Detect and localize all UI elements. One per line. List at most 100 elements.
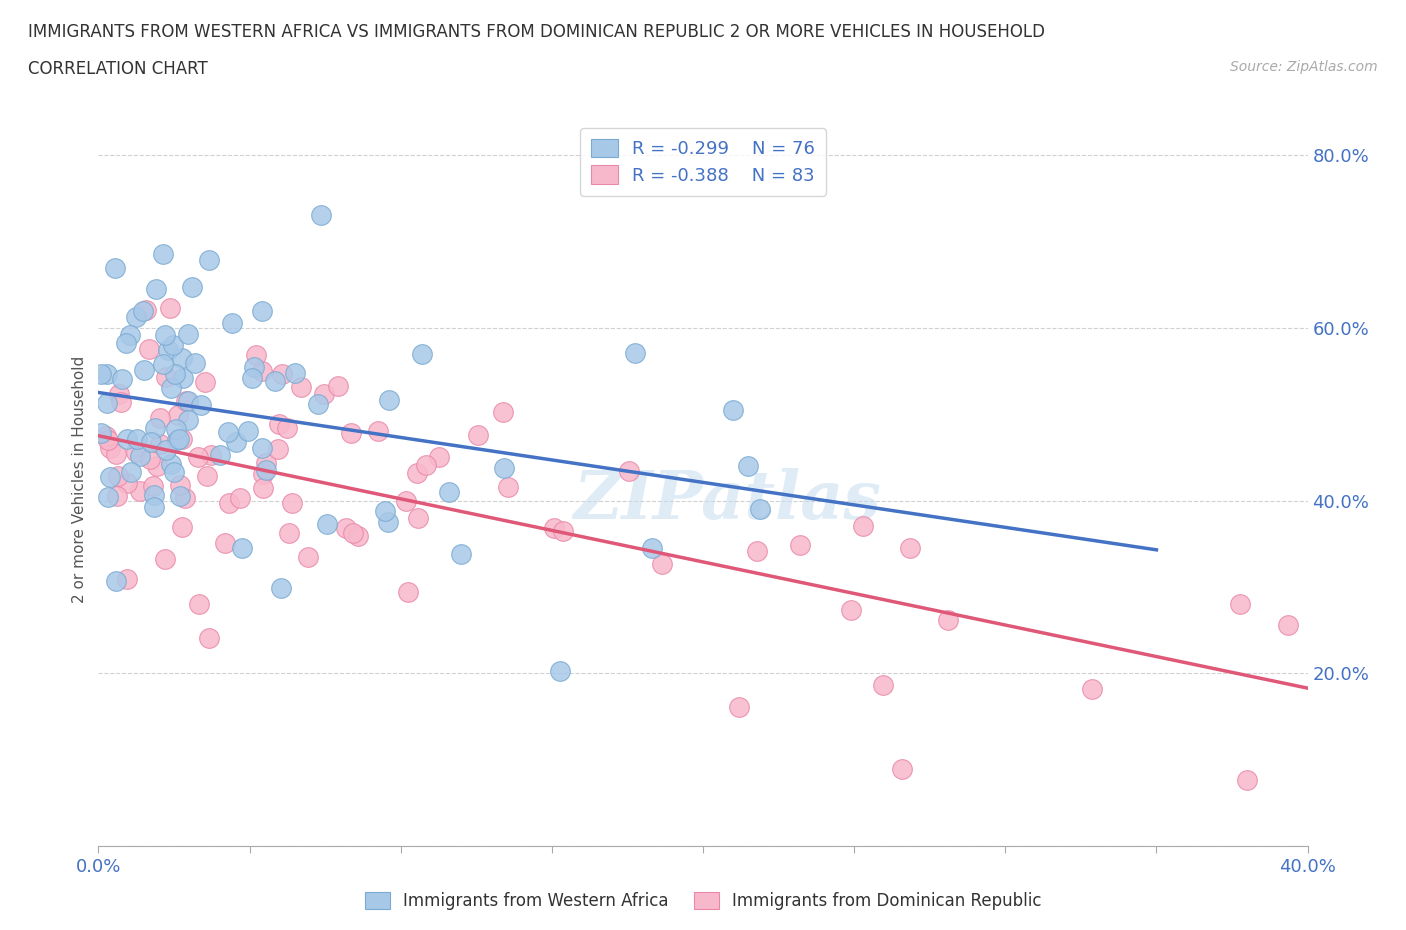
Point <box>143 499 166 514</box>
Point <box>217 425 239 440</box>
Point <box>104 446 127 461</box>
Point <box>94 429 117 444</box>
Point <box>548 663 571 678</box>
Point <box>543 520 565 535</box>
Point <box>789 538 811 552</box>
Point <box>872 678 894 693</box>
Point <box>415 458 437 472</box>
Point <box>198 252 221 267</box>
Point <box>496 480 519 495</box>
Point <box>728 699 751 714</box>
Point <box>117 432 139 447</box>
Text: ZIPatlas: ZIPatlas <box>574 469 882 534</box>
Point <box>153 327 176 342</box>
Point <box>250 364 273 379</box>
Point <box>347 528 370 543</box>
Point <box>97 489 120 504</box>
Point <box>250 440 273 455</box>
Point <box>326 379 349 393</box>
Point <box>309 207 332 222</box>
Point <box>139 434 162 449</box>
Point <box>125 310 148 325</box>
Point <box>617 463 640 478</box>
Point <box>170 432 193 446</box>
Point <box>97 432 120 447</box>
Point <box>264 374 287 389</box>
Point <box>104 574 127 589</box>
Point <box>172 351 194 365</box>
Point <box>187 450 209 465</box>
Point <box>411 347 433 362</box>
Point <box>290 379 312 394</box>
Point <box>225 434 247 449</box>
Point <box>111 372 134 387</box>
Point <box>492 405 515 419</box>
Point <box>187 597 209 612</box>
Point <box>335 521 357 536</box>
Point <box>146 458 169 473</box>
Point <box>284 365 307 380</box>
Point <box>107 469 129 484</box>
Point <box>315 516 337 531</box>
Point <box>128 448 150 463</box>
Point <box>174 393 197 408</box>
Point <box>450 547 472 562</box>
Point <box>167 432 190 446</box>
Y-axis label: 2 or more Vehicles in Household: 2 or more Vehicles in Household <box>72 355 87 603</box>
Point <box>155 369 177 384</box>
Point <box>492 461 515 476</box>
Point <box>200 447 222 462</box>
Point <box>277 525 299 540</box>
Point <box>271 366 294 381</box>
Point <box>900 540 922 555</box>
Point <box>214 536 236 551</box>
Point <box>120 328 142 343</box>
Point <box>623 346 645 361</box>
Point <box>839 603 862 618</box>
Point <box>173 491 195 506</box>
Point <box>254 462 277 477</box>
Point <box>190 397 212 412</box>
Point <box>270 581 292 596</box>
Point <box>651 556 673 571</box>
Point <box>1236 772 1258 787</box>
Point <box>340 425 363 440</box>
Point <box>1277 618 1299 632</box>
Point <box>243 359 266 374</box>
Point <box>165 421 187 436</box>
Point <box>231 541 253 556</box>
Point <box>160 457 183 472</box>
Point <box>120 465 142 480</box>
Point <box>98 470 121 485</box>
Point <box>98 441 121 456</box>
Point <box>132 303 155 318</box>
Point <box>221 315 243 330</box>
Point <box>152 246 174 261</box>
Point <box>166 432 188 447</box>
Point <box>125 445 148 459</box>
Point <box>104 260 127 275</box>
Point <box>307 396 329 411</box>
Point <box>145 282 167 297</box>
Point <box>138 342 160 357</box>
Point <box>254 456 277 471</box>
Point <box>378 393 401 408</box>
Point <box>276 420 298 435</box>
Point <box>406 511 429 525</box>
Point <box>142 479 165 494</box>
Point <box>342 525 364 540</box>
Point <box>439 485 461 499</box>
Point <box>132 363 155 378</box>
Point <box>149 410 172 425</box>
Point <box>406 465 429 480</box>
Point <box>723 403 745 418</box>
Point <box>162 338 184 352</box>
Point <box>153 551 176 566</box>
Point <box>105 488 128 503</box>
Point <box>183 355 205 370</box>
Point <box>181 280 204 295</box>
Point <box>194 375 217 390</box>
Point <box>149 436 172 451</box>
Point <box>852 519 875 534</box>
Point <box>890 761 912 776</box>
